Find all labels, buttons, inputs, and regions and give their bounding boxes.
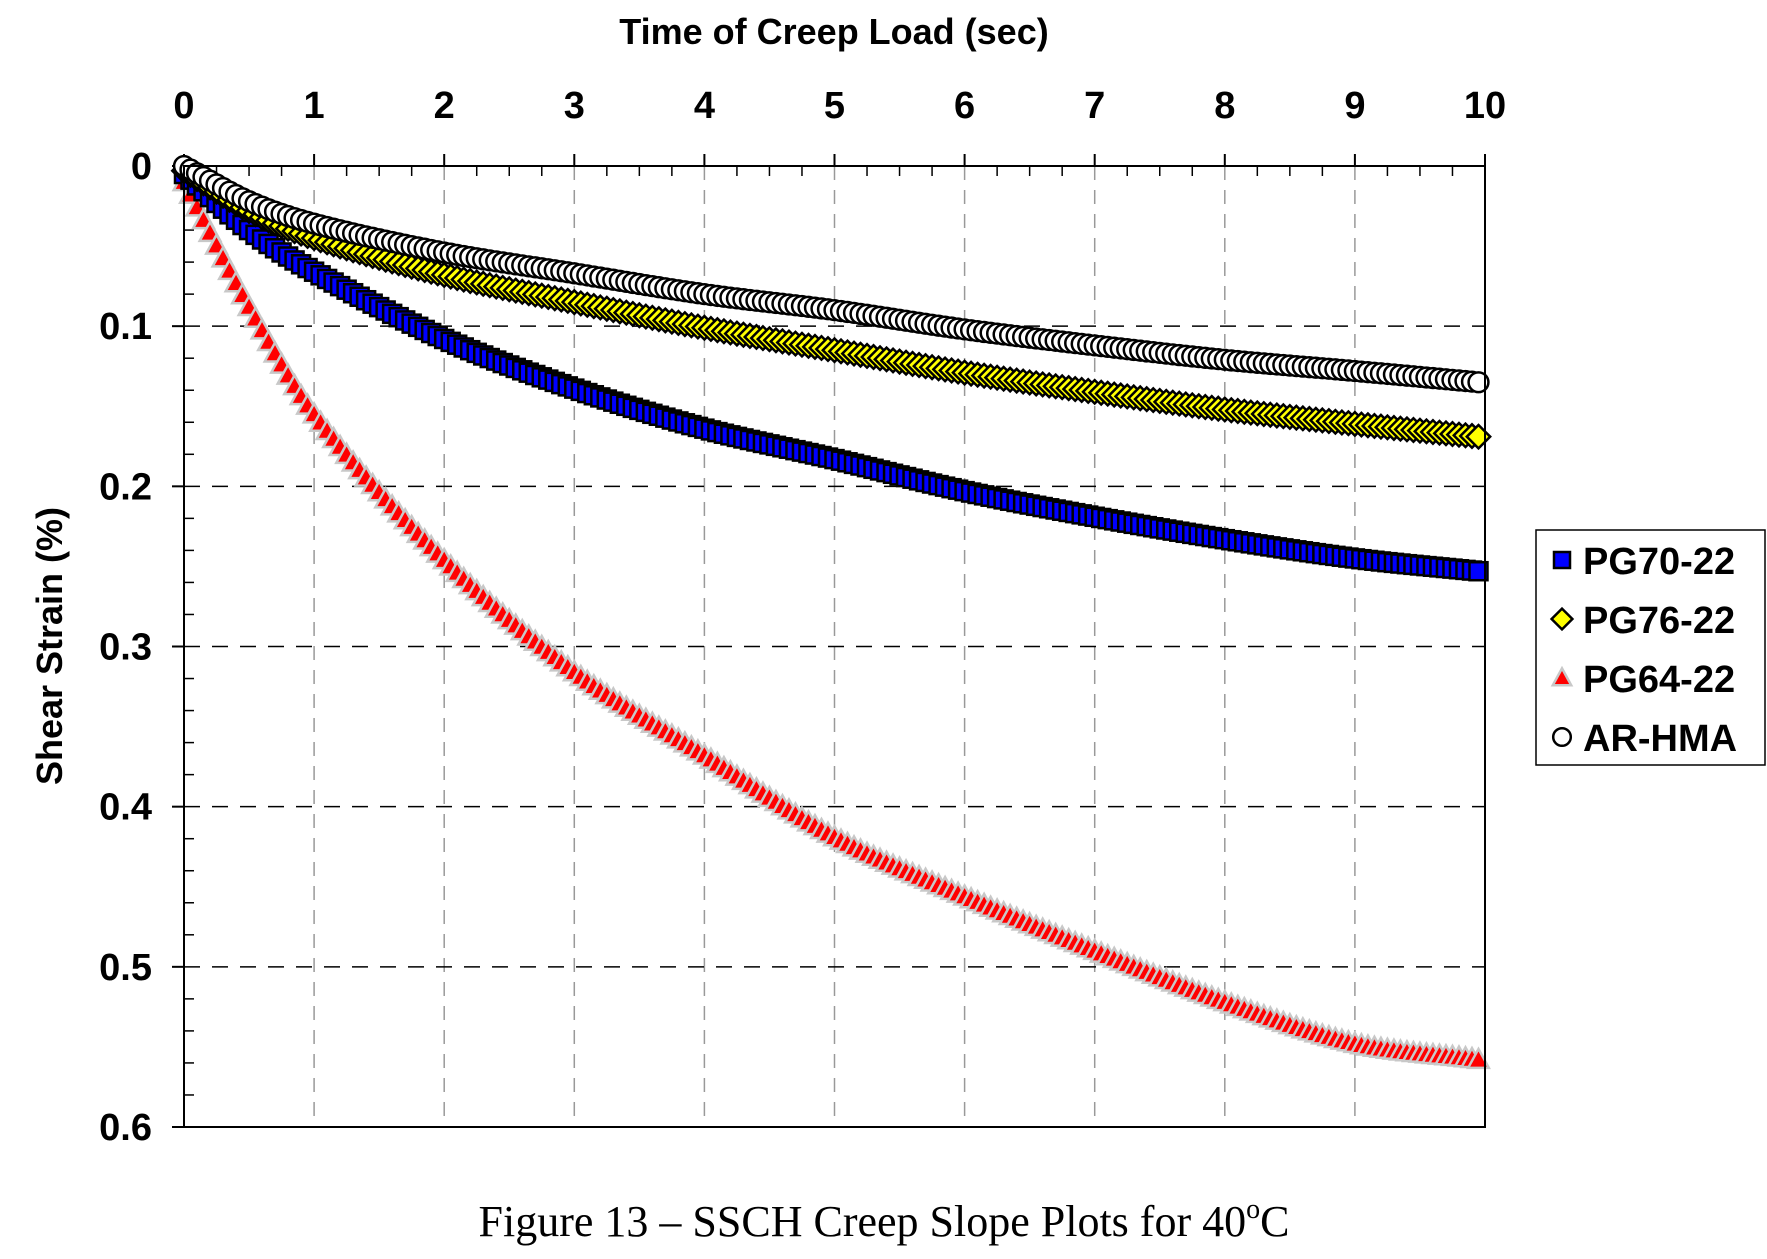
caption-degree: o — [1246, 1194, 1260, 1225]
y-tick-label: 0.6 — [99, 1107, 152, 1149]
legend-label: PG64-22 — [1583, 659, 1735, 701]
x-tick-label: 6 — [954, 85, 975, 127]
figure-caption: Figure 13 – SSCH Creep Slope Plots for 4… — [479, 1194, 1290, 1246]
x-tick-label: 5 — [824, 85, 845, 127]
data-markers — [170, 154, 1492, 1070]
x-tick-label: 10 — [1464, 85, 1506, 127]
legend-label: PG76-22 — [1583, 600, 1735, 642]
legend-marker-circle-icon — [1551, 726, 1573, 748]
x-axis-title: Time of Creep Load (sec) — [619, 11, 1048, 52]
y-tick-label: 0.2 — [99, 466, 152, 508]
axis-ticks: 0 1 2 3 4 5 6 7 8 9 10 0 0.1 0.2 0.3 0.4 0.5 0.6 — [99, 85, 1506, 1149]
legend: PG70-22 PG76-22 PG64-22 AR-HMA — [1535, 529, 1766, 766]
plot-frame — [183, 165, 1486, 1128]
caption-text: Figure 13 – SSCH Creep Slope Plots for 4… — [479, 1197, 1247, 1246]
x-tick-label: 0 — [173, 85, 194, 127]
x-tick-label: 8 — [1214, 85, 1235, 127]
y-tick-label: 0.3 — [99, 627, 152, 669]
legend-marker-diamond-icon — [1549, 606, 1575, 632]
series-ar-hma — [172, 154, 1490, 394]
data-point — [1466, 1046, 1491, 1070]
legend-label: AR-HMA — [1583, 718, 1737, 760]
y-tick-label: 0.1 — [99, 306, 152, 348]
legend-box — [1535, 529, 1766, 766]
legend-label: PG70-22 — [1583, 541, 1735, 583]
y-tick-label: 0 — [131, 146, 152, 188]
x-tick-label: 9 — [1344, 85, 1365, 127]
gridlines — [184, 166, 1485, 1127]
x-tick-label: 4 — [694, 85, 715, 127]
data-point — [1468, 560, 1489, 582]
y-tick-label: 0.5 — [99, 947, 152, 989]
caption-unit: C — [1260, 1197, 1289, 1246]
legend-marker-triangle-icon — [1550, 665, 1574, 687]
legend-marker-square-icon — [1552, 550, 1572, 570]
x-tick-label: 1 — [304, 85, 325, 127]
x-tick-label: 2 — [434, 85, 455, 127]
data-point — [1467, 371, 1490, 394]
x-tick-label: 3 — [564, 85, 585, 127]
series-pg70-22 — [173, 163, 1489, 582]
x-tick-label: 7 — [1084, 85, 1105, 127]
y-axis-title: Shear Strain (%) — [29, 507, 70, 785]
y-tick-label: 0.4 — [99, 787, 152, 829]
